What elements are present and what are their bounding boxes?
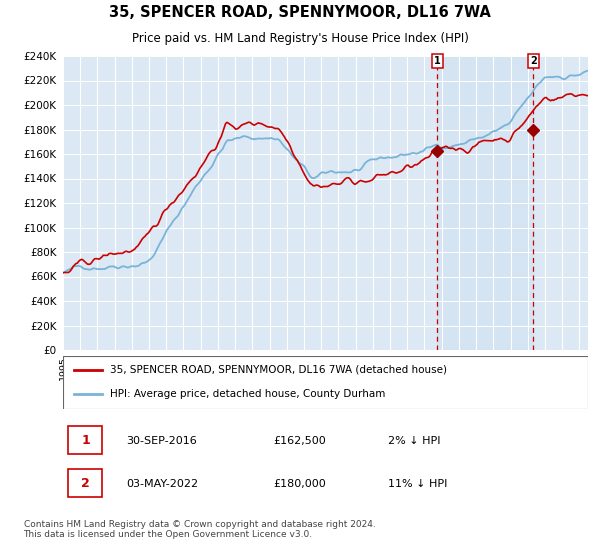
Text: 1: 1: [81, 435, 90, 447]
FancyBboxPatch shape: [68, 469, 103, 497]
Text: 2: 2: [530, 56, 537, 66]
Text: £180,000: £180,000: [273, 479, 326, 489]
Text: 35, SPENCER ROAD, SPENNYMOOR, DL16 7WA: 35, SPENCER ROAD, SPENNYMOOR, DL16 7WA: [109, 5, 491, 20]
Text: 11% ↓ HPI: 11% ↓ HPI: [389, 479, 448, 489]
Text: HPI: Average price, detached house, County Durham: HPI: Average price, detached house, Coun…: [110, 389, 386, 399]
Text: Contains HM Land Registry data © Crown copyright and database right 2024.
This d: Contains HM Land Registry data © Crown c…: [23, 520, 375, 539]
Text: 03-MAY-2022: 03-MAY-2022: [126, 479, 198, 489]
FancyBboxPatch shape: [63, 356, 588, 409]
Text: £162,500: £162,500: [273, 436, 326, 446]
Text: 1: 1: [434, 56, 441, 66]
Text: 2% ↓ HPI: 2% ↓ HPI: [389, 436, 441, 446]
Text: 35, SPENCER ROAD, SPENNYMOOR, DL16 7WA (detached house): 35, SPENCER ROAD, SPENNYMOOR, DL16 7WA (…: [110, 365, 447, 375]
Text: 2: 2: [81, 478, 90, 491]
Text: 30-SEP-2016: 30-SEP-2016: [126, 436, 197, 446]
Bar: [437, 56, 533, 350]
Text: Price paid vs. HM Land Registry's House Price Index (HPI): Price paid vs. HM Land Registry's House …: [131, 32, 469, 45]
FancyBboxPatch shape: [68, 426, 103, 454]
